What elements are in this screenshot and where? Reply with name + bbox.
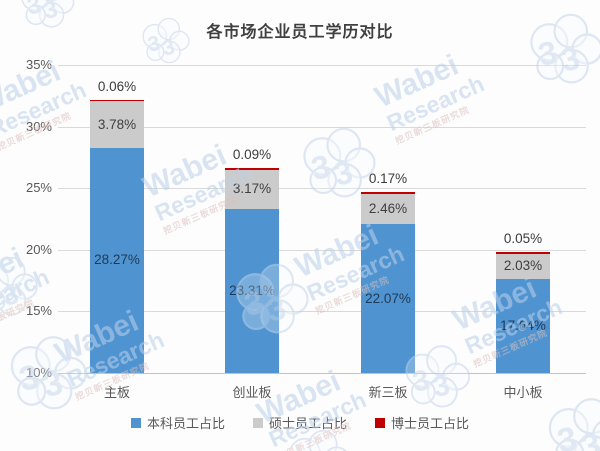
legend-item-bachelor: 本科员工占比 <box>130 413 225 432</box>
x-axis-label-创业板: 创业板 <box>232 385 272 400</box>
legend-item-doctor: 博士员工占比 <box>375 413 469 432</box>
bar-segment-bachelor-主板 <box>90 147 144 373</box>
bar-segment-doctor-中小板 <box>496 252 550 254</box>
gridline-20% <box>58 249 586 251</box>
y-axis-tick-15%: 15% <box>25 303 52 319</box>
bar-segment-doctor-新三板 <box>361 191 415 194</box>
bar-segment-doctor-创业板 <box>225 168 279 170</box>
value-label-doctor-主板: 0.06% <box>97 78 137 94</box>
bar-segment-master-新三板 <box>361 193 415 225</box>
value-label-master-中小板: 2.03% <box>503 258 543 274</box>
value-label-doctor-创业板: 0.09% <box>232 147 272 163</box>
value-label-bachelor-创业板: 23.31% <box>229 283 275 298</box>
gridline-10% <box>58 373 586 374</box>
legend-swatch-master <box>252 417 263 428</box>
bar-segment-doctor-主板 <box>90 99 144 102</box>
value-label-master-新三板: 2.46% <box>368 201 408 217</box>
bar-segment-master-创业板 <box>225 169 279 209</box>
gridline-30% <box>58 126 586 128</box>
bar-segment-bachelor-新三板 <box>361 224 415 373</box>
x-axis-label-新三板: 新三板 <box>368 385 408 400</box>
value-label-master-创业板: 3.17% <box>232 181 272 197</box>
bar-segment-bachelor-中小板 <box>496 278 550 373</box>
value-label-bachelor-中小板: 17.64% <box>500 317 546 333</box>
legend: 本科员工占比 硕士员工占比 博士员工占比 <box>0 413 600 432</box>
y-axis-tick-25%: 25% <box>25 180 52 196</box>
x-axis-label-中小板: 中小板 <box>503 385 543 400</box>
y-axis-tick-10%: 10% <box>25 365 52 380</box>
value-label-bachelor-主板: 28.27% <box>94 252 140 268</box>
y-axis-tick-35%: 35% <box>25 57 52 72</box>
y-axis-tick-30%: 30% <box>25 118 52 134</box>
gridline-35% <box>58 65 586 66</box>
legend-item-master: 硕士员工占比 <box>252 413 347 432</box>
value-label-master-主板: 3.78% <box>97 116 137 132</box>
value-label-doctor-中小板: 0.05% <box>503 231 543 247</box>
legend-label-bachelor: 本科员工占比 <box>146 416 225 431</box>
bar-segment-master-中小板 <box>496 253 550 279</box>
legend-label-master: 硕士员工占比 <box>268 416 347 431</box>
value-label-doctor-新三板: 0.17% <box>368 170 408 186</box>
legend-swatch-doctor <box>375 417 385 428</box>
chart-title: 各市场企业员工学历对比 <box>206 24 394 41</box>
legend-label-doctor: 博士员工占比 <box>391 416 470 431</box>
legend-swatch-bachelor <box>130 417 141 428</box>
x-axis-label-主板: 主板 <box>103 385 130 400</box>
y-axis-tick-20%: 20% <box>25 241 52 257</box>
gridline-15% <box>58 311 586 313</box>
value-label-bachelor-新三板: 22.07% <box>365 290 411 306</box>
bar-segment-master-主板 <box>90 101 144 148</box>
